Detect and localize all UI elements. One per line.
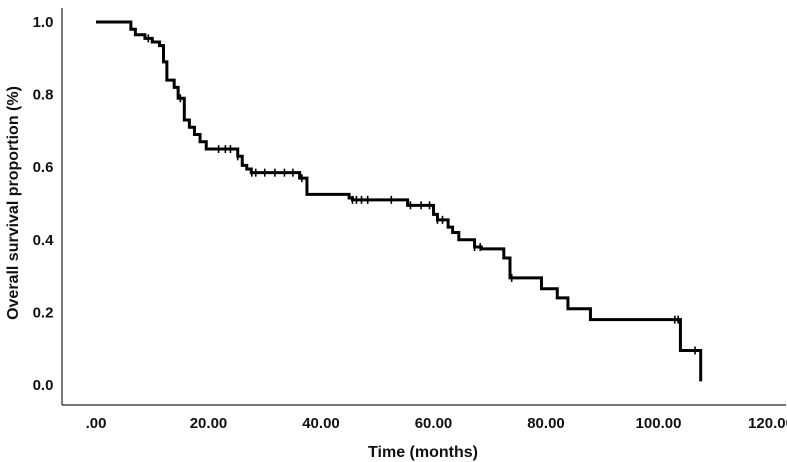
y-tick-label: 0.0 (33, 377, 54, 394)
x-tick-label: 20.00 (190, 415, 228, 432)
x-tick-label: 120.00 (748, 415, 787, 432)
x-tick-label: 60.00 (415, 415, 453, 432)
x-tick-label: .00 (86, 415, 107, 432)
axes (61, 8, 786, 406)
x-axis-title: Time (months) (368, 444, 478, 461)
y-tick-labels: 0.0 0.2 0.4 0.6 0.8 1.0 (33, 14, 55, 394)
y-tick-label: 0.4 (33, 232, 55, 249)
y-tick-label: 0.8 (33, 87, 54, 104)
y-axis-title: Overall survival proportion (%) (5, 86, 22, 320)
y-tick-label: 0.2 (33, 304, 54, 321)
y-tick-label: 0.6 (33, 159, 54, 176)
x-tick-labels: .00 20.00 40.00 60.00 80.00 100.00 120.00 (86, 415, 787, 432)
x-tick-label: 100.00 (636, 415, 682, 432)
x-tick-label: 40.00 (302, 415, 340, 432)
survival-curve (96, 20, 703, 382)
y-tick-label: 1.0 (33, 14, 54, 31)
censor-marks (147, 34, 696, 355)
x-tick-label: 80.00 (527, 415, 565, 432)
